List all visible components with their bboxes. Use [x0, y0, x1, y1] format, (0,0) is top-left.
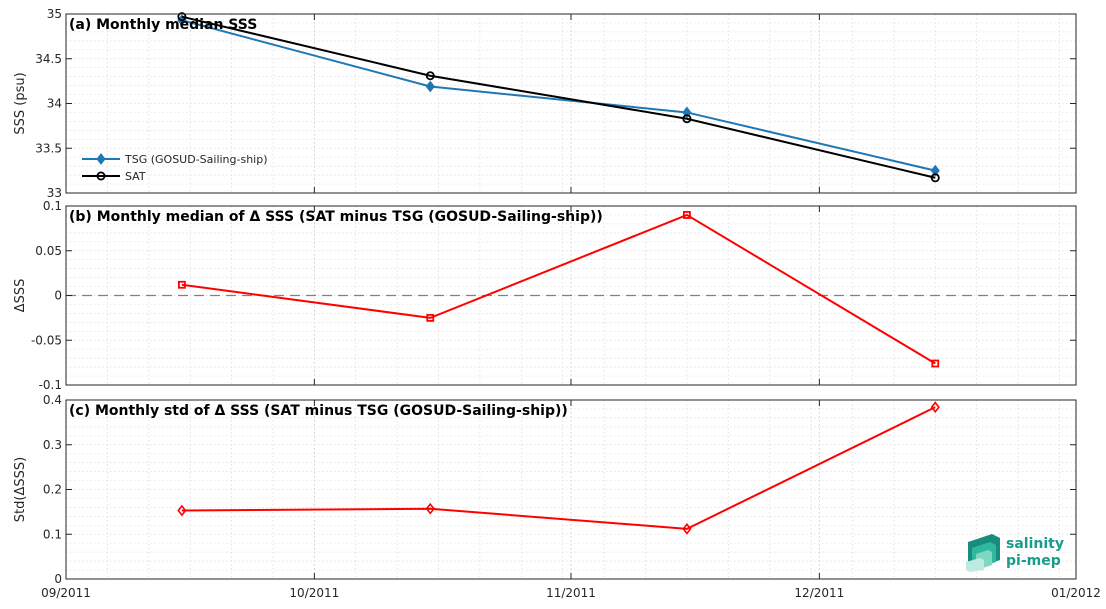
salinity-pimep-logo: salinity pi-mep: [966, 534, 1064, 572]
logo-mark-icon: [966, 534, 1000, 572]
y-tick-label: 0: [54, 572, 62, 586]
y-tick-label: 0: [54, 289, 62, 303]
logo-line1: salinity: [1006, 536, 1064, 552]
data-point: [930, 401, 940, 414]
legend-label: TSG (GOSUD-Sailing-ship): [124, 153, 268, 166]
y-tick-label: 34: [47, 97, 62, 111]
data-point: [683, 211, 691, 219]
y-tick-label: 0.1: [43, 199, 62, 213]
y-tick-label: 0.2: [43, 483, 62, 497]
series-0: [177, 401, 940, 535]
y-axis-label: ΔSSS: [13, 279, 28, 313]
data-point: [930, 164, 940, 177]
grid: [65, 400, 1077, 579]
panel-2: 0 0.1 0.2 0.3 0.4 (c) Monthly std of Δ SSS (S…: [13, 393, 1077, 586]
data-point: [177, 504, 187, 517]
data-point: [930, 173, 940, 183]
y-tick-label: -0.05: [31, 333, 62, 347]
panels: 33 33.5 34 34.5 35 (a) Monthly median SSS SSS …: [13, 7, 1101, 600]
data-point: [425, 71, 435, 81]
series-line: [181, 15, 936, 179]
data-point: [425, 502, 435, 515]
data-point: [178, 280, 186, 289]
series-1: [177, 12, 940, 183]
y-tick-label: 35: [47, 7, 62, 21]
data-point: [177, 12, 187, 22]
legend: TSG (GOSUD-Sailing-ship) SAT: [82, 153, 268, 183]
y-tick-label: 33: [47, 186, 62, 200]
series-0: [178, 211, 940, 368]
panel-title: (c) Monthly std of Δ SSS (SAT minus TSG …: [69, 403, 568, 419]
data-point: [682, 522, 692, 535]
axes-frame: [65, 399, 1077, 580]
series-line: [181, 213, 936, 365]
y-tick-label: 0.4: [43, 393, 62, 407]
panel-title: (a) Monthly median SSS: [69, 17, 257, 33]
y-tick-label: 0.1: [43, 527, 62, 541]
y-axis-label: Std(ΔSSS): [13, 457, 28, 522]
data-point: [425, 80, 435, 93]
x-tick-label: 09/2011: [41, 586, 91, 600]
x-tick-label: 11/2011: [546, 586, 596, 600]
y-tick-label: 34.5: [35, 52, 62, 66]
y-tick-label: 0.3: [43, 438, 62, 452]
x-axis-labels: 09/2011 10/2011 11/2011 12/2011 01/2012: [41, 586, 1101, 600]
x-tick-label: 12/2011: [794, 586, 844, 600]
x-tick-label: 01/2012: [1051, 586, 1101, 600]
legend-marker: [96, 153, 106, 165]
y-axis-label: SSS (psu): [13, 72, 28, 134]
data-point: [931, 359, 940, 368]
axes-frame: [65, 205, 1077, 386]
x-tick-label: 10/2011: [289, 586, 339, 600]
legend-label: SAT: [125, 170, 146, 183]
panel-0: 33 33.5 34 34.5 35 (a) Monthly median SSS SSS …: [13, 7, 1077, 200]
series-line: [181, 406, 936, 530]
y-tick-label: 33.5: [35, 141, 62, 155]
axes-frame: [65, 13, 1077, 194]
data-point: [682, 114, 692, 124]
panel-title: (b) Monthly median of Δ SSS (SAT minus T…: [69, 209, 603, 225]
legend-marker: [96, 171, 106, 181]
panel-1: -0.1 -0.05 0 0.05 0.1 (b) Monthly median of Δ…: [13, 199, 1077, 392]
y-tick-label: 0.05: [35, 244, 62, 258]
data-point: [426, 313, 435, 322]
y-tick-label: -0.1: [39, 378, 62, 392]
series-line: [181, 19, 936, 172]
logo-line2: pi-mep: [1006, 553, 1061, 569]
